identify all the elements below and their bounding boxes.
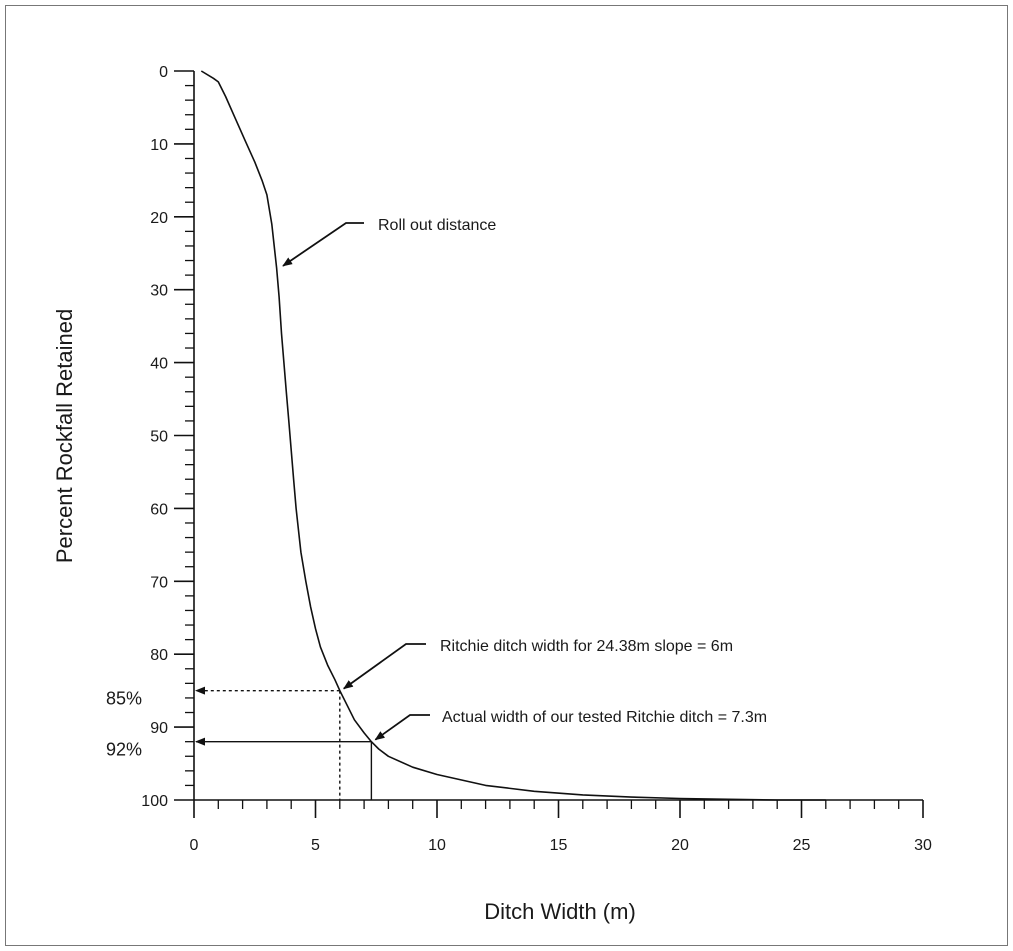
y-tick-label: 0: [159, 64, 168, 81]
retention-curve: [200, 70, 826, 801]
y-tick-label: 70: [150, 574, 168, 591]
x-axis-title: Ditch Width (m): [484, 899, 636, 924]
annotation-label: Ritchie ditch width for 24.38m slope = 6…: [440, 638, 733, 655]
y-tick-label: 20: [150, 210, 168, 227]
percent-label: 92%: [106, 740, 142, 760]
annotation-arrow: [374, 714, 430, 741]
y-axis-title: Percent Rockfall Retained: [52, 309, 77, 563]
annotation-arrow: [342, 643, 426, 690]
annotation-label: Roll out distance: [378, 217, 496, 234]
y-tick-label: 40: [150, 356, 168, 373]
annotations: Roll out distance Ritchie ditch width for…: [282, 217, 767, 741]
x-tick-label: 15: [550, 837, 568, 854]
x-tick-label: 5: [311, 837, 320, 854]
y-tick-label: 100: [141, 793, 168, 810]
x-tick-label: 20: [671, 837, 689, 854]
y-tick-label: 30: [150, 283, 168, 300]
curve: [200, 70, 826, 801]
reference-lines: 85% 92%: [106, 686, 373, 800]
figure-frame: 0 10 20 30 40 50 60 70 80 90 100 0 5 10 15 20 25 30 85% 92…: [5, 5, 1008, 946]
x-tick-label: 10: [428, 837, 446, 854]
percent-label: 85%: [106, 689, 142, 709]
x-tick-label: 0: [190, 837, 199, 854]
rockfall-chart: 0 10 20 30 40 50 60 70 80 90 100 0 5 10 15 20 25 30 85% 92…: [52, 64, 932, 924]
annotation-label: Actual width of our tested Ritchie ditch…: [442, 709, 767, 726]
y-tick-label: 80: [150, 647, 168, 664]
y-tick-label: 10: [150, 137, 168, 154]
axes: 0 10 20 30 40 50 60 70 80 90 100 0 5 10 15 20 25 30: [141, 64, 932, 854]
annotation-arrow: [282, 222, 364, 267]
y-tick-label: 50: [150, 429, 168, 446]
y-tick-label: 90: [150, 720, 168, 737]
y-tick-label: 60: [150, 501, 168, 518]
x-tick-label: 30: [914, 837, 932, 854]
x-tick-label: 25: [793, 837, 811, 854]
